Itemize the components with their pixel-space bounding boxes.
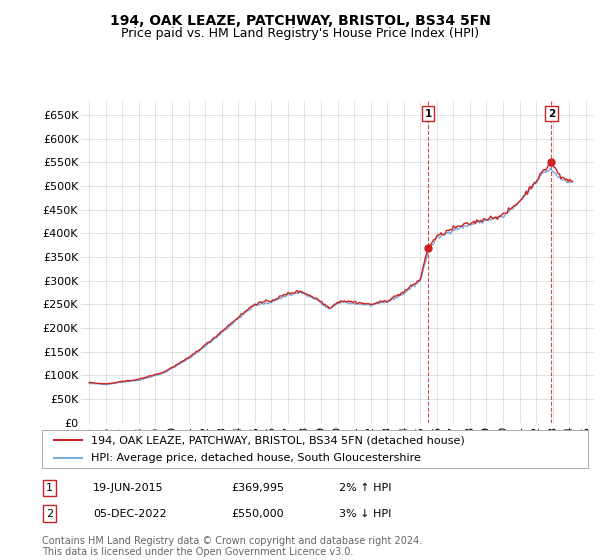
Text: Price paid vs. HM Land Registry's House Price Index (HPI): Price paid vs. HM Land Registry's House … bbox=[121, 27, 479, 40]
Text: HPI: Average price, detached house, South Gloucestershire: HPI: Average price, detached house, Sout… bbox=[91, 453, 421, 463]
Text: 05-DEC-2022: 05-DEC-2022 bbox=[93, 508, 167, 519]
Text: 3% ↓ HPI: 3% ↓ HPI bbox=[339, 508, 391, 519]
Text: 19-JUN-2015: 19-JUN-2015 bbox=[93, 483, 164, 493]
Text: £369,995: £369,995 bbox=[231, 483, 284, 493]
Text: 194, OAK LEAZE, PATCHWAY, BRISTOL, BS34 5FN (detached house): 194, OAK LEAZE, PATCHWAY, BRISTOL, BS34 … bbox=[91, 435, 465, 445]
Text: 1: 1 bbox=[46, 483, 53, 493]
Text: 194, OAK LEAZE, PATCHWAY, BRISTOL, BS34 5FN: 194, OAK LEAZE, PATCHWAY, BRISTOL, BS34 … bbox=[110, 14, 490, 28]
Text: Contains HM Land Registry data © Crown copyright and database right 2024.
This d: Contains HM Land Registry data © Crown c… bbox=[42, 535, 422, 557]
Text: 1: 1 bbox=[424, 109, 431, 119]
Text: 2: 2 bbox=[548, 109, 555, 119]
Text: 2% ↑ HPI: 2% ↑ HPI bbox=[339, 483, 391, 493]
Text: £550,000: £550,000 bbox=[231, 508, 284, 519]
Text: 2: 2 bbox=[46, 508, 53, 519]
